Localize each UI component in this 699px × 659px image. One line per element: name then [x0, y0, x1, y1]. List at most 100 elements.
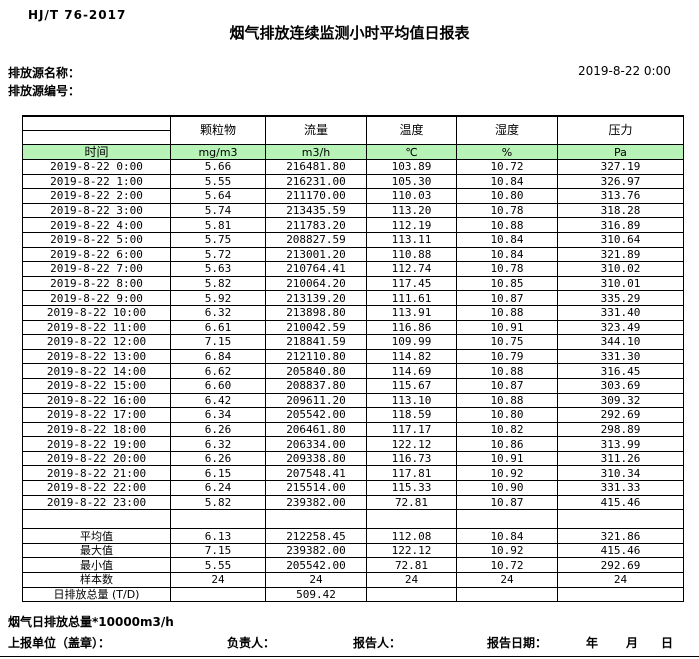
summary-value: 24	[170, 572, 266, 588]
summary-value: 122.12	[366, 542, 457, 559]
value-cell: 10.79	[456, 348, 558, 365]
summary-row: 平均值 6.13 212258.45 112.08 10.84 321.86	[22, 528, 684, 544]
value-cell: 6.26	[170, 450, 266, 467]
value-cell: 216481.80	[265, 159, 367, 175]
spacer-cell	[170, 509, 266, 530]
value-cell: 113.20	[366, 202, 457, 219]
summary-value: 5.55	[170, 557, 266, 574]
value-cell: 115.33	[366, 480, 457, 496]
table-row: 2019-8-22 8:00 5.82 210064.20 117.45 10.85 31…	[22, 275, 684, 292]
table-row: 2019-8-22 6:00 5.72 213001.20 110.88 10.84 32…	[22, 246, 684, 263]
value-cell: 117.45	[366, 275, 457, 292]
table-row: 2019-8-22 11:00 6.61 210042.59 116.86 10.91 3…	[22, 319, 684, 336]
value-cell: 10.80	[456, 188, 558, 204]
table-row: 2019-8-22 7:00 5.63 210764.41 112.74 10.78 31…	[22, 261, 684, 277]
value-cell: 110.88	[366, 246, 457, 263]
value-cell: 112.19	[366, 217, 457, 233]
summary-value: 292.69	[557, 557, 684, 574]
bottom-divider	[0, 656, 699, 657]
value-cell: 5.63	[170, 261, 266, 277]
value-cell: 10.88	[456, 392, 558, 409]
value-cell: 10.91	[456, 450, 558, 467]
table-row: 2019-8-22 4:00 5.81 211783.20 112.19 10.88 31…	[22, 217, 684, 233]
value-cell: 310.64	[557, 231, 684, 248]
value-cell: 303.69	[557, 377, 684, 394]
value-cell: 10.72	[456, 159, 558, 175]
summary-row: 日排放总量 (T/D) 509.42	[22, 586, 684, 603]
time-cell: 2019-8-22 18:00	[22, 421, 171, 438]
summary-value: 321.86	[557, 528, 684, 544]
time-cell: 2019-8-22 1:00	[22, 173, 171, 190]
value-cell: 116.73	[366, 450, 457, 467]
value-cell: 335.29	[557, 290, 684, 306]
value-cell: 6.26	[170, 421, 266, 438]
value-cell: 208827.59	[265, 231, 367, 248]
value-cell: 210042.59	[265, 319, 367, 336]
value-cell: 10.92	[456, 465, 558, 482]
table-row: 2019-8-22 16:00 6.42 209611.20 113.10 10.88 3…	[22, 392, 684, 409]
column-header: 颗粒物	[170, 115, 266, 145]
summary-value	[170, 586, 266, 603]
value-cell: 6.24	[170, 480, 266, 496]
header-blank-bottom	[22, 130, 171, 145]
spacer-cell	[265, 509, 367, 530]
value-cell: 10.82	[456, 421, 558, 438]
value-cell: 313.76	[557, 188, 684, 204]
value-cell: 331.33	[557, 480, 684, 496]
value-cell: 7.15	[170, 334, 266, 350]
unit-cell: %	[456, 144, 558, 160]
value-cell: 6.60	[170, 377, 266, 394]
value-cell: 344.10	[557, 334, 684, 350]
value-cell: 210764.41	[265, 261, 367, 277]
summary-value: 72.81	[366, 557, 457, 574]
value-cell: 313.99	[557, 436, 684, 452]
time-cell: 2019-8-22 9:00	[22, 290, 171, 306]
value-cell: 10.87	[456, 377, 558, 394]
summary-label: 平均值	[22, 528, 171, 544]
summary-value: 415.46	[557, 542, 684, 559]
value-cell: 6.61	[170, 319, 266, 336]
value-cell: 6.34	[170, 407, 266, 423]
value-cell: 115.67	[366, 377, 457, 394]
value-cell: 122.12	[366, 436, 457, 452]
table-row: 2019-8-22 0:00 5.66 216481.80 103.89 10.72 32…	[22, 159, 684, 175]
summary-value: 112.08	[366, 528, 457, 544]
time-cell: 2019-8-22 20:00	[22, 450, 171, 467]
value-cell: 6.15	[170, 465, 266, 482]
summary-value: 24	[456, 572, 558, 588]
signature-line: 上报单位（盖章）： 负责人： 报告人： 报告日期： 年 月 日	[0, 634, 699, 650]
column-header: 流量	[265, 115, 367, 145]
value-cell: 5.82	[170, 275, 266, 292]
value-cell: 331.30	[557, 348, 684, 365]
value-cell: 206461.80	[265, 421, 367, 438]
value-cell: 218841.59	[265, 334, 367, 350]
value-cell: 10.88	[456, 217, 558, 233]
source-id-label: 排放源编号：	[8, 84, 81, 98]
data-rows: 2019-8-22 0:00 5.66 216481.80 103.89 10.72 32…	[22, 159, 684, 511]
responsible-person-label: 负责人：	[227, 636, 276, 650]
table-row: 2019-8-22 9:00 5.92 213139.20 111.61 10.87 33…	[22, 290, 684, 306]
value-cell: 316.89	[557, 217, 684, 233]
value-cell: 10.85	[456, 275, 558, 292]
value-cell: 208837.80	[265, 377, 367, 394]
column-header: 压力	[557, 115, 684, 145]
summary-value: 10.92	[456, 542, 558, 559]
value-cell: 213139.20	[265, 290, 367, 306]
value-cell: 311.26	[557, 450, 684, 467]
time-cell: 2019-8-22 16:00	[22, 392, 171, 409]
value-cell: 205840.80	[265, 363, 367, 379]
month-label: 月	[626, 636, 639, 650]
day-label: 日	[661, 636, 674, 650]
standard-code: HJ/T 76-2017	[28, 8, 127, 22]
time-cell: 2019-8-22 3:00	[22, 202, 171, 219]
value-cell: 10.90	[456, 480, 558, 496]
table-row: 2019-8-22 21:00 6.15 207548.41 117.81 10.92 3…	[22, 465, 684, 482]
total-emission-note: 烟气日排放总量*10000m3/h	[8, 615, 174, 629]
value-cell: 103.89	[366, 159, 457, 175]
table-row: 2019-8-22 20:00 6.26 209338.80 116.73 10.91 3…	[22, 450, 684, 467]
value-cell: 327.19	[557, 159, 684, 175]
value-cell: 10.91	[456, 319, 558, 336]
table-row: 2019-8-22 22:00 6.24 215514.00 115.33 10.90 3…	[22, 480, 684, 496]
summary-value: 212258.45	[265, 528, 367, 544]
time-cell: 2019-8-22 21:00	[22, 465, 171, 482]
